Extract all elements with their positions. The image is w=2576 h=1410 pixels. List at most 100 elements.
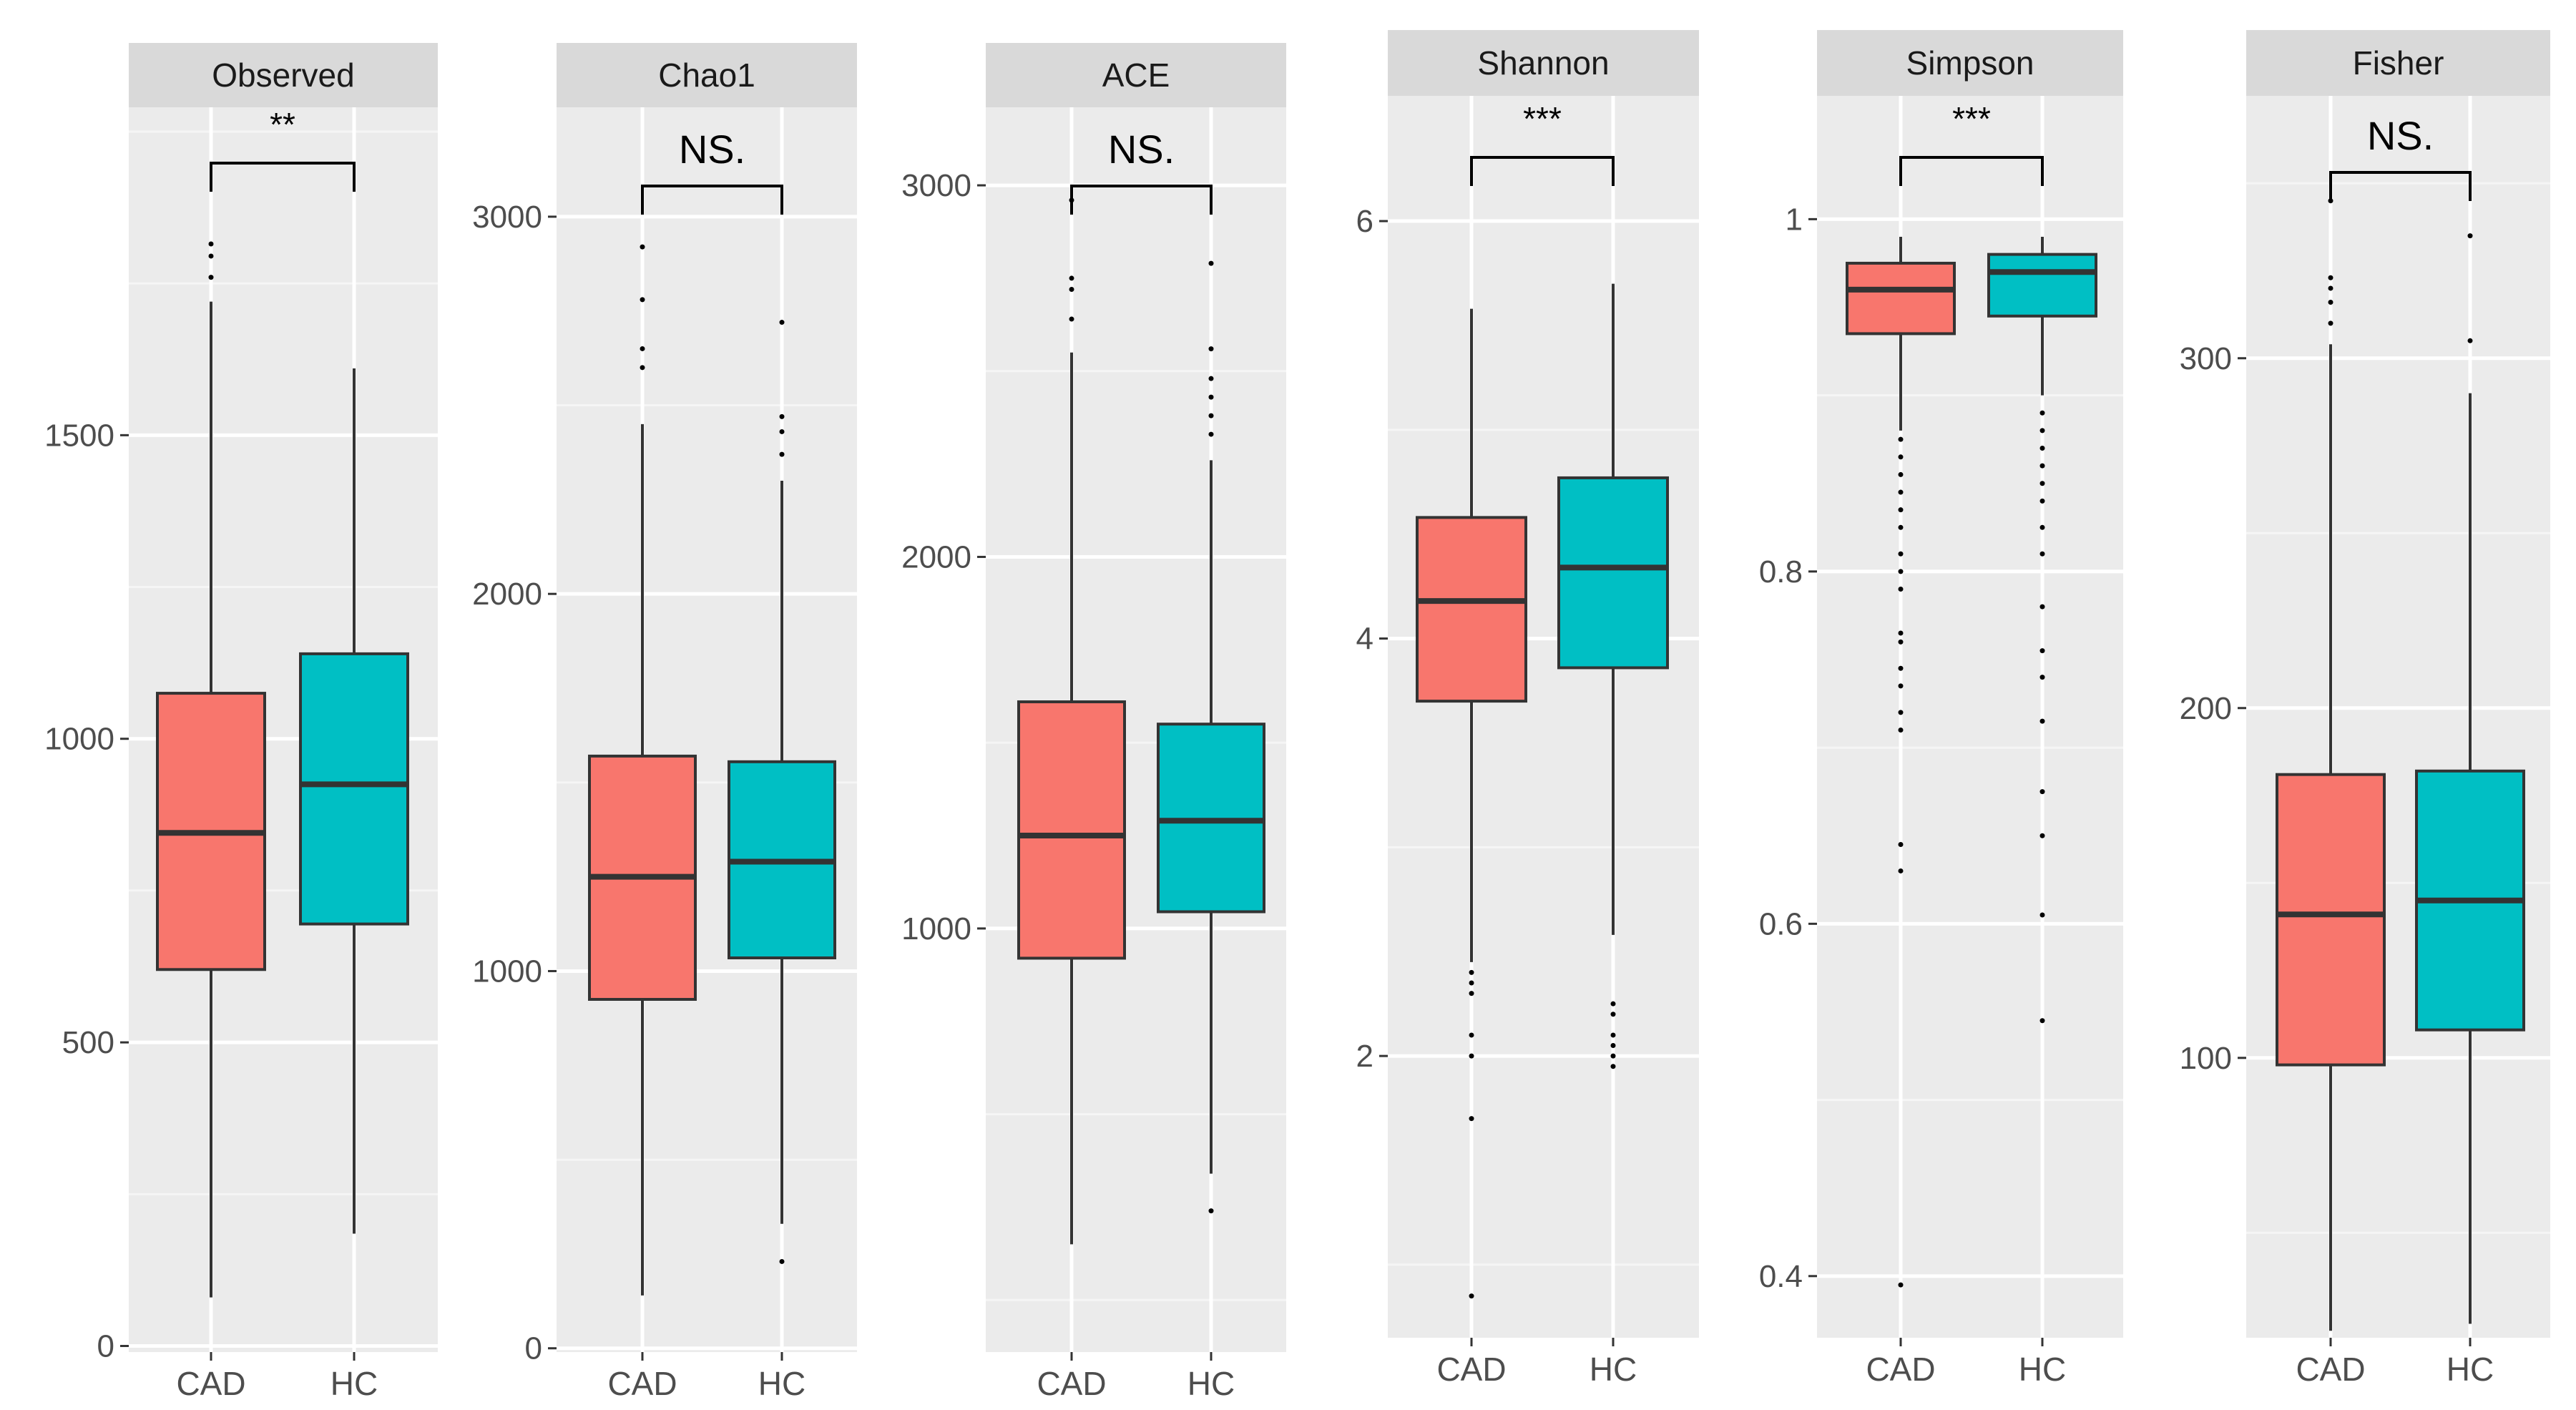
- outlier-point: [1898, 630, 1904, 636]
- outlier-point: [208, 275, 214, 280]
- outlier-point: [1469, 1116, 1474, 1122]
- outlier-point: [1610, 1053, 1616, 1059]
- box-body: [1017, 700, 1126, 960]
- outlier-point: [779, 413, 785, 419]
- y-tick-label: 0: [97, 1329, 114, 1364]
- outlier-point: [208, 253, 214, 259]
- y-tick-label: 500: [62, 1025, 114, 1060]
- outlier-point: [208, 241, 214, 247]
- x-tick-label: CAD: [176, 1365, 245, 1402]
- outlier-point: [2467, 338, 2473, 343]
- y-tick-label: 1000: [901, 911, 971, 946]
- facet-ace: ACE 1000 2000 3000 CAD HC NS.: [901, 43, 1286, 1402]
- outlier-point: [2039, 445, 2045, 451]
- y-tick-label: 300: [2180, 341, 2232, 376]
- box-body: [2276, 773, 2386, 1067]
- x-tick-label: HC: [330, 1365, 378, 1402]
- outlier-point: [1898, 1282, 1904, 1288]
- outlier-point: [1898, 727, 1904, 733]
- y-tick-label: 0.8: [1759, 554, 1803, 589]
- facet-strip: [986, 43, 1286, 107]
- outlier-point: [1610, 1064, 1616, 1069]
- box-cad: [588, 244, 697, 1296]
- outlier-point: [2328, 275, 2333, 280]
- outlier-point: [1898, 868, 1904, 873]
- outlier-point: [1208, 260, 1214, 266]
- box-hc: [1557, 283, 1669, 1069]
- box-hc: [1157, 260, 1265, 1214]
- outlier-point: [640, 297, 645, 303]
- outlier-point: [2039, 648, 2045, 654]
- y-tick-label: 0.4: [1759, 1259, 1803, 1294]
- outlier-point: [640, 346, 645, 351]
- outlier-point: [2467, 233, 2473, 239]
- outlier-point: [2039, 912, 2045, 918]
- outlier-point: [779, 429, 785, 434]
- y-tick-label: 1000: [472, 954, 542, 989]
- facet-title: Chao1: [658, 57, 755, 94]
- box-hc: [299, 368, 409, 1234]
- outlier-point: [1898, 471, 1904, 477]
- facet-strip: [557, 43, 857, 107]
- facet-simpson: Simpson 0.4 0.6 0.8 1 CAD HC ***: [1759, 30, 2123, 1388]
- x-tick-label: CAD: [607, 1365, 677, 1402]
- y-tick-label: 1: [1786, 202, 1803, 237]
- box-cad: [1846, 236, 1956, 1288]
- box-cad: [1017, 197, 1126, 1245]
- outlier-point: [1469, 980, 1474, 986]
- outlier-point: [1469, 1032, 1474, 1038]
- plot-panel: [557, 107, 857, 1352]
- x-tick-label: HC: [2019, 1351, 2066, 1388]
- box-body: [299, 652, 409, 926]
- box-hc: [728, 320, 836, 1264]
- facet-strip: [1388, 30, 1699, 96]
- outlier-point: [640, 365, 645, 371]
- box-cad: [156, 241, 266, 1298]
- box-body: [1987, 253, 2097, 318]
- outlier-point: [640, 244, 645, 250]
- outlier-point: [2039, 718, 2045, 724]
- outlier-point: [2039, 410, 2045, 416]
- outlier-point: [2328, 285, 2333, 291]
- outlier-point: [1898, 683, 1904, 689]
- facet-strip: [129, 43, 438, 107]
- outlier-point: [1610, 1012, 1616, 1017]
- facet-title: Shannon: [1477, 44, 1609, 82]
- outlier-point: [779, 451, 785, 457]
- facet-shannon: Shannon 2 4 6 CAD HC ***: [1356, 30, 1699, 1388]
- outlier-point: [2039, 498, 2045, 504]
- plot-panel: [2246, 96, 2550, 1338]
- significance-label: NS.: [1108, 127, 1175, 172]
- outlier-point: [2039, 428, 2045, 434]
- outlier-point: [1898, 710, 1904, 715]
- x-tick-label: HC: [758, 1365, 805, 1402]
- outlier-point: [1610, 1001, 1616, 1007]
- y-tick-label: 0.6: [1759, 906, 1803, 941]
- y-tick-label: 2000: [901, 539, 971, 574]
- outlier-point: [1898, 586, 1904, 592]
- y-tick-label: 4: [1356, 622, 1373, 657]
- outlier-point: [1898, 524, 1904, 530]
- outlier-point: [1069, 275, 1074, 281]
- outlier-point: [1898, 639, 1904, 645]
- outlier-point: [1069, 287, 1074, 293]
- box-cad: [2276, 198, 2386, 1331]
- significance-bracket: [641, 185, 783, 215]
- significance-label: ***: [1952, 100, 1991, 137]
- significance-label: **: [270, 106, 295, 143]
- outlier-point: [1898, 551, 1904, 557]
- y-tick-label: 3000: [472, 200, 542, 235]
- outlier-point: [1898, 665, 1904, 671]
- x-tick-label: HC: [1590, 1351, 1637, 1388]
- facet-fisher: Fisher 100 200 300 CAD HC NS.: [2180, 30, 2550, 1388]
- outlier-point: [2328, 320, 2333, 326]
- facet-strip: [2246, 30, 2550, 96]
- y-tick-label: 3000: [901, 168, 971, 203]
- y-tick-label: 100: [2180, 1041, 2232, 1076]
- significance-label: ***: [1523, 100, 1562, 137]
- outlier-point: [2039, 463, 2045, 469]
- significance-bracket: [2329, 171, 2472, 201]
- outlier-point: [1208, 394, 1214, 400]
- box-body: [1846, 261, 1956, 336]
- outlier-point: [2039, 833, 2045, 838]
